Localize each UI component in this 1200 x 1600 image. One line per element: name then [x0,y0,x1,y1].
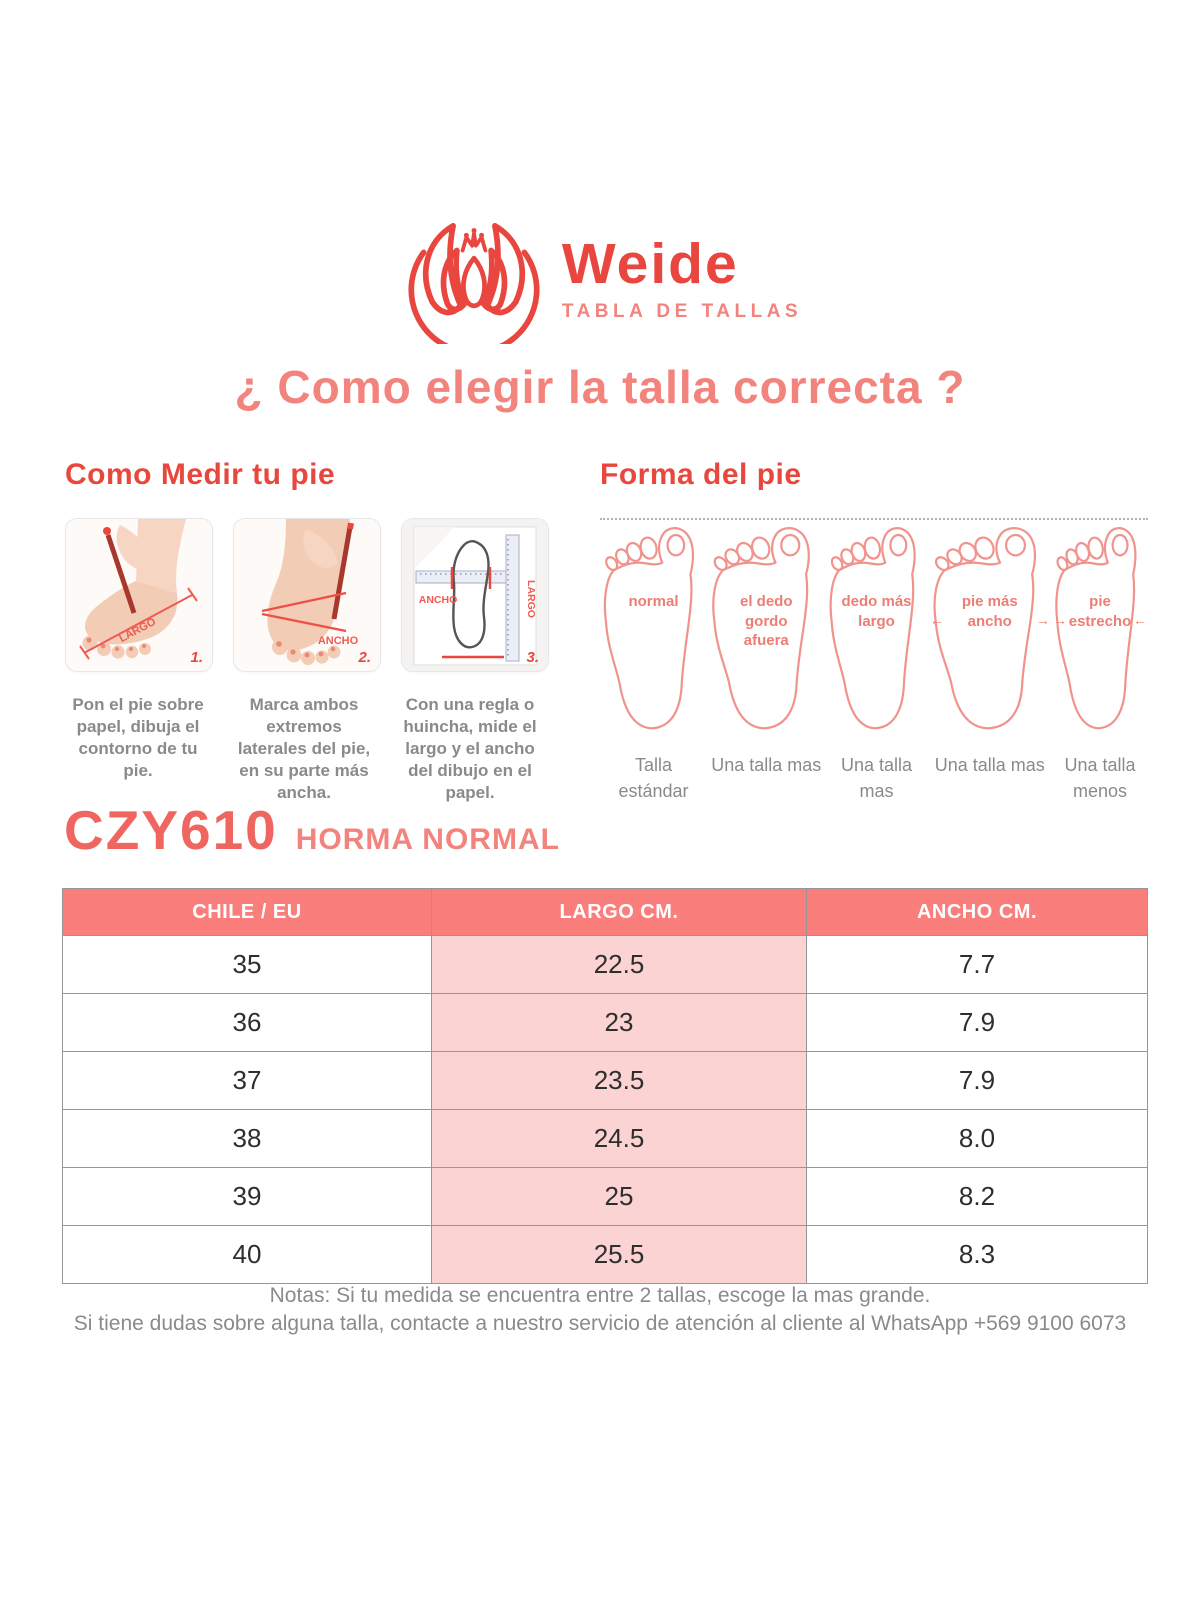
size-table-row: 40 25.5 8.3 [62,1225,1148,1284]
step-number: 3. [526,649,539,666]
foot-shape-label: el dedo gordo afuera [739,593,793,649]
step-caption: Pon el pie sobre papel, dibuja el contor… [72,695,204,781]
foot-outline [826,520,928,738]
largo-label: LARGO [525,580,537,618]
chile-eu-cell: 39 [62,1167,432,1226]
product-code: CZY610 [64,799,278,861]
foot-shape-caption: Una talla mas [934,755,1045,775]
arrow-icon: → [1053,612,1067,628]
ancho-cm-cell: 7.9 [806,1051,1148,1110]
measure-section: Como Medir tu pie [65,458,570,804]
foot-shape-label: pie estrecho [1068,593,1132,630]
foot-outline [600,520,707,738]
foot-shape: el dedo gordo afuera [708,520,824,738]
chile-eu-cell: 38 [62,1109,432,1168]
largo-cm-cell: 23.5 [431,1051,807,1110]
measure-captions: Pon el pie sobre papel, dibuja el contor… [65,694,570,804]
foot-shape: normal [600,520,707,738]
size-table-header-row: CHILE / EU LARGO CM. ANCHO CM. [62,888,1148,936]
brand-header: Weide TABLA DE TALLAS [0,214,1200,344]
size-table-row: 38 24.5 8.0 [62,1109,1148,1168]
largo-cm-cell: 22.5 [431,935,807,994]
foot-shape-caption: Una talla mas [840,755,913,802]
horizontal-ruler [415,570,507,584]
ancho-mark-lines [261,591,347,633]
ancho-label: ANCHO [419,594,458,606]
brand-text: Weide TABLA DE TALLAS [561,231,803,323]
weide-logo-icon [408,222,540,344]
size-table-row: 39 25 8.2 [62,1167,1148,1226]
header-chile-eu: CHILE / EU [62,888,432,936]
pencil-icon [331,522,354,620]
ancho-label: ANCHO [318,635,359,647]
largo-measure-line [79,587,198,660]
largo-cm-cell: 23 [431,993,807,1052]
largo-cm-cell: 24.5 [431,1109,807,1168]
foot-shape-caption: Talla estándar [618,755,689,802]
ancho-cm-cell: 7.9 [806,993,1148,1052]
foot-outline-drawing [452,540,490,649]
paper-ruler-illustration: ANCHO LARGO [402,519,548,671]
foot-shape: dedo más largo [826,520,928,738]
chile-eu-cell: 37 [62,1051,432,1110]
product-heading: CZY610 HORMA NORMAL [64,803,560,858]
foot-shape-caption: Una talla menos [1064,755,1136,802]
foot-shape: pie más ancho ← → [929,520,1051,738]
notes: Notas: Si tu medida se encuentra entre 2… [0,1282,1200,1337]
foot-outline [708,520,824,738]
feet-captions: Talla estándar Una talla mas Una talla mas… [600,752,1148,804]
step-caption: Con una regla o huincha, mide el largo y… [403,695,537,803]
note-line-1: Notas: Si tu medida se encuentra entre 2… [269,1284,931,1307]
ancho-cm-cell: 8.2 [806,1167,1148,1226]
foot-shape-label: pie más ancho [961,593,1018,630]
foot-mark-illustration: ANCHO [234,519,380,671]
step-number: 1. [190,649,203,666]
ancho-cm-cell: 8.0 [806,1109,1148,1168]
foot-outline [929,520,1051,738]
largo-cm-cell: 25.5 [431,1225,807,1284]
measure-photo-step3: ANCHO LARGO 3. [401,518,549,672]
chile-eu-cell: 40 [62,1225,432,1284]
foot-draw-illustration: LARGO [66,519,212,671]
brand-name: Weide [561,231,739,296]
pencil-icon [103,527,137,614]
foot-shape-label: normal [628,593,679,610]
ancho-cm-cell: 7.7 [806,935,1148,994]
foot-shape-label: dedo más largo [841,593,912,630]
measure-marks [442,567,504,659]
size-table-row: 35 22.5 7.7 [62,935,1148,994]
size-table-row: 36 23 7.9 [62,993,1148,1052]
chile-eu-cell: 36 [62,993,432,1052]
chile-eu-cell: 35 [62,935,432,994]
foot-outline [1052,520,1148,738]
header-largo-cm: LARGO CM. [431,888,807,936]
product-subtitle: HORMA NORMAL [295,823,560,856]
foot-shape-caption: Una talla mas [711,755,822,775]
header-ancho-cm: ANCHO CM. [806,888,1148,936]
arrow-icon: ← [929,612,944,628]
step-caption: Marca ambos extremos laterales del pie, … [237,695,371,803]
largo-cm-cell: 25 [431,1167,807,1226]
foot-shape: pie estrecho → ← [1052,520,1148,738]
page-title: ¿ Como elegir la talla correcta ? [234,361,966,413]
shape-heading: Forma del pie [600,458,802,491]
measure-photo-step1: LARGO 1. [65,518,213,672]
ancho-cm-cell: 8.3 [806,1225,1148,1284]
measure-photo-step2: ANCHO 2. [233,518,381,672]
step-number: 2. [358,649,371,666]
arrow-icon: → [1035,612,1050,628]
shape-section: Forma del pie normal el dedo gordo [600,458,1148,804]
measure-cards: LARGO 1. [65,518,570,672]
measure-heading: Como Medir tu pie [65,458,336,491]
brand-tagline: TABLA DE TALLAS [561,300,803,322]
arrow-icon: ← [1133,612,1147,628]
vertical-ruler [505,534,520,662]
size-table-row: 37 23.5 7.9 [62,1051,1148,1110]
size-table: CHILE / EU LARGO CM. ANCHO CM. 35 22.5 7.7… [62,888,1148,1284]
feet-row: normal el dedo gordo afuera dedo más lar [600,518,1148,742]
note-line-2: Si tiene dudas sobre alguna talla, conta… [73,1311,1127,1335]
